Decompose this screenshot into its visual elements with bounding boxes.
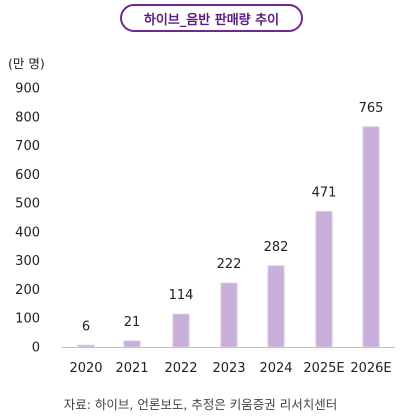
y-tick-label: 500 [15, 197, 40, 212]
data-label: 21 [124, 315, 141, 330]
x-tick-label: 2021 [115, 361, 148, 376]
data-label: 282 [264, 240, 289, 255]
x-tick-label: 2023 [212, 361, 245, 376]
y-tick-label: 900 [15, 82, 40, 97]
data-label: 765 [359, 101, 384, 116]
bar [220, 282, 238, 348]
y-tick-label: 0 [32, 341, 40, 356]
y-tick-label: 700 [15, 139, 40, 154]
bar [267, 265, 285, 348]
y-tick-label: 100 [15, 312, 40, 327]
data-label: 471 [312, 185, 337, 200]
y-tick-label: 600 [15, 168, 40, 183]
bar [123, 340, 141, 348]
bar [362, 126, 380, 348]
data-label: 114 [169, 288, 194, 303]
y-tick-label: 300 [15, 254, 40, 269]
data-label: 6 [82, 319, 90, 334]
y-tick-label: 800 [15, 110, 40, 125]
chart-title-text: 하이브_음반 판매량 추이 [143, 12, 280, 28]
x-tick-label: 2024 [259, 361, 292, 376]
y-tick-label: 200 [15, 283, 40, 298]
x-tick-label: 2020 [69, 361, 102, 376]
x-tick-label: 2026E [350, 361, 391, 376]
data-label: 222 [217, 257, 242, 272]
y-tick-label: 400 [15, 225, 40, 240]
x-tick-label: 2025E [303, 361, 344, 376]
x-tick-label: 2022 [164, 361, 197, 376]
y-axis-unit-label: (만 명) [8, 56, 45, 71]
bar [315, 210, 333, 348]
bar [172, 313, 190, 348]
source-note: 자료: 하이브, 언론보도, 추정은 키움증권 리서치센터 [63, 397, 338, 412]
chart-title: 하이브_음반 판매량 추이 [120, 4, 303, 32]
bar [77, 344, 95, 348]
